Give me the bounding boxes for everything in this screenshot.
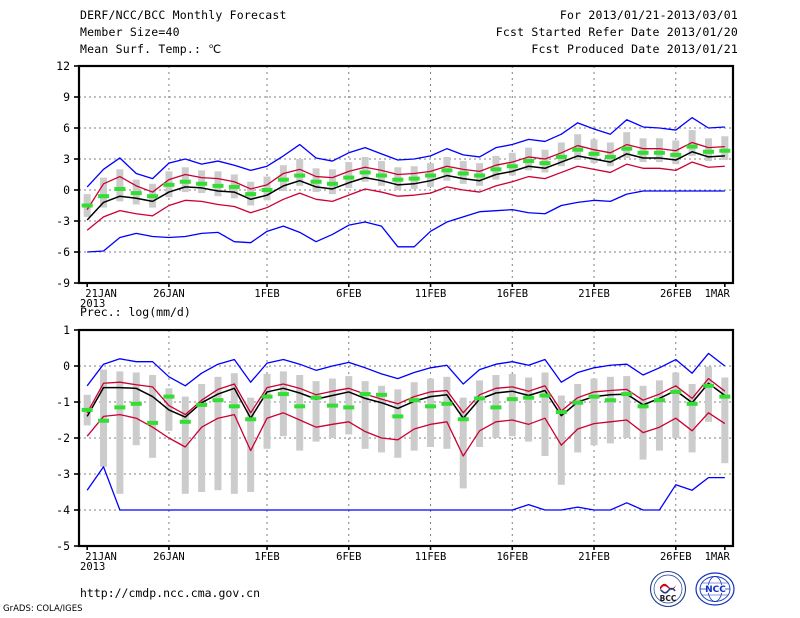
- y-tick-label: -6: [56, 245, 70, 259]
- member-size-label: Member Size=40: [80, 25, 180, 39]
- x-tick-label: 1FEB: [254, 288, 280, 300]
- bcc-logo: BCC: [648, 570, 688, 610]
- ncc-logo-text: NCC: [705, 585, 726, 595]
- bcc-logo-text: BCC: [660, 594, 677, 603]
- x-tick-label: 21JAN: [85, 551, 117, 563]
- forecast-title: DERF/NCC/BCC Monthly Forecast: [80, 8, 287, 22]
- y-tick-label: 9: [63, 90, 70, 104]
- year-label-top: 2013: [80, 298, 106, 310]
- refer-date-label: Fcst Started Refer Date 2013/01/20: [495, 25, 738, 39]
- y-tick-label: -5: [56, 539, 70, 553]
- x-tick-label: 1FEB: [254, 551, 280, 563]
- x-tick-label: 26JAN: [153, 551, 185, 563]
- y-tick-label: -3: [56, 467, 70, 481]
- x-tick-label: 1MAR: [704, 551, 730, 563]
- produced-date-label: Fcst Produced Date 2013/01/21: [531, 42, 738, 56]
- y-tick-label: 6: [63, 121, 70, 135]
- x-tick-label: 26FEB: [659, 551, 692, 563]
- y-tick-label: -3: [56, 214, 70, 228]
- y-tick-label: 1: [63, 323, 70, 337]
- x-tick-label: 16FEB: [496, 551, 529, 563]
- year-label-bottom: 2013: [80, 561, 106, 573]
- ncc-logo: NCC: [694, 570, 736, 610]
- y-tick-label: 0: [63, 359, 70, 373]
- x-tick-label: 26JAN: [153, 288, 185, 300]
- x-tick-label: 16FEB: [496, 288, 529, 300]
- y-tick-label: -9: [56, 276, 70, 290]
- x-tick-label: 21JAN: [85, 288, 117, 300]
- grads-credit: GrADS: COLA/IGES: [3, 604, 83, 614]
- x-tick-label: 1MAR: [704, 288, 730, 300]
- panel2-title: Prec.: log(mm/d): [80, 305, 191, 319]
- source-url[interactable]: http://cmdp.ncc.cma.gov.cn: [80, 586, 261, 600]
- panel1-title: Mean Surf. Temp.: ℃: [80, 42, 222, 56]
- x-tick-label: 21FEB: [578, 288, 610, 300]
- y-tick-label: -4: [56, 503, 70, 517]
- x-tick-label: 6FEB: [336, 288, 362, 300]
- x-tick-label: 21FEB: [578, 551, 610, 563]
- y-tick-label: 0: [63, 183, 70, 197]
- x-tick-label: 11FEB: [414, 288, 447, 300]
- y-tick-label: 3: [63, 152, 70, 166]
- forecast-range-label: For 2013/01/21-2013/03/01: [559, 8, 738, 22]
- x-tick-label: 11FEB: [414, 551, 447, 563]
- y-tick-label: -2: [56, 431, 70, 445]
- x-tick-label: 6FEB: [336, 551, 362, 563]
- x-tick-label: 26FEB: [659, 288, 692, 300]
- y-tick-label: -1: [56, 395, 70, 409]
- y-tick-label: 12: [56, 59, 70, 73]
